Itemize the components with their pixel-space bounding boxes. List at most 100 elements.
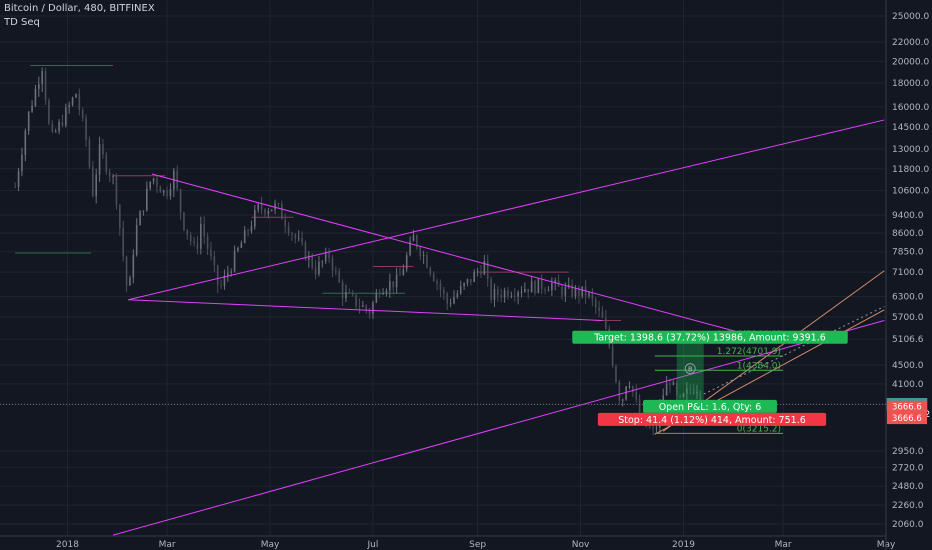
candle-body [112, 176, 114, 178]
candle-body [581, 286, 584, 296]
candle-body [304, 242, 307, 260]
chart-title: Bitcoin / Dollar, 480, BITFINEX [4, 3, 155, 14]
candle-body [534, 281, 536, 294]
candle-body [281, 203, 283, 220]
candle-body [294, 234, 297, 239]
x-tick-label: 2019 [672, 540, 695, 550]
candle-body [152, 178, 155, 182]
y-tick-label: 4500.0 [892, 361, 924, 371]
candle-body [115, 176, 118, 205]
trendline-down [151, 173, 752, 337]
candle-body [129, 277, 131, 286]
candle-body [301, 237, 303, 243]
candle-body [51, 123, 54, 132]
candle-body [682, 393, 685, 397]
candle-body [385, 290, 388, 294]
candle-body [132, 254, 135, 278]
candle-body [58, 121, 60, 132]
candle-body [142, 210, 145, 212]
candle-body [382, 293, 384, 295]
candle-body [223, 275, 226, 286]
candle-body [102, 144, 104, 155]
candle-body [551, 283, 553, 291]
x-tick-label: Nov [572, 540, 590, 550]
candle-body [220, 284, 222, 286]
candle-body [412, 235, 415, 242]
candle-body [162, 190, 165, 193]
candle-body [274, 203, 276, 210]
candle-body [632, 386, 634, 392]
candle-body [497, 289, 499, 296]
candle-body [648, 426, 651, 428]
y-tick-label: 2060.0 [892, 520, 924, 530]
y-tick-label: 25000.0 [892, 12, 929, 22]
candle-body [368, 309, 371, 315]
candle-body [669, 383, 671, 385]
candle-body [105, 154, 108, 172]
candle-body [483, 260, 486, 275]
x-tick-label: Mar [159, 540, 176, 550]
candle-body [618, 382, 621, 401]
candle-body [68, 104, 70, 108]
candle-body [341, 282, 344, 299]
candle-body [61, 121, 64, 126]
fib-label: 0(3215.2) [737, 424, 781, 434]
y-tick-label: 9400.0 [892, 211, 924, 221]
candle-body [250, 226, 253, 232]
candle-body [621, 399, 624, 401]
target-label-bg [572, 330, 848, 344]
candle-body [635, 391, 638, 400]
candle-body [335, 270, 337, 272]
candle-body [243, 230, 246, 244]
candle-body [578, 287, 580, 296]
candle-body [345, 291, 347, 299]
candle-body [230, 271, 233, 273]
candle-body [324, 252, 327, 262]
candle-body [311, 255, 314, 268]
y-tick-label: 7100.0 [892, 268, 924, 278]
candle-body [419, 247, 422, 256]
candle-body [78, 93, 81, 111]
candle-body [611, 345, 614, 366]
candle-body [85, 117, 87, 140]
candle-body [638, 399, 641, 417]
candle-body [254, 209, 256, 227]
candle-body [513, 295, 516, 297]
candle-body [338, 271, 341, 283]
candle-body [287, 226, 290, 234]
candle-body [149, 181, 151, 189]
candle-body [260, 204, 263, 210]
price-badge-bg [887, 412, 927, 425]
candle-body [395, 274, 398, 288]
candle-body [686, 388, 688, 394]
candle-body [227, 272, 229, 276]
target-zone [676, 339, 704, 405]
candle-body [98, 144, 101, 175]
candle-body [493, 289, 496, 300]
candle-body [503, 290, 506, 298]
candle-body [554, 280, 557, 284]
fib-label: 1(4384.0) [737, 361, 781, 371]
candle-body [463, 283, 465, 287]
candle-body [432, 273, 435, 282]
candle-body [24, 130, 27, 155]
candle-body [449, 303, 452, 305]
candle-body [665, 383, 668, 396]
candle-body [81, 110, 84, 118]
candle-body [426, 254, 428, 268]
candle-body [524, 289, 526, 292]
price-badge: 3666.6 [892, 414, 922, 424]
marker-circle [684, 363, 696, 375]
y-tick-label: 8600.0 [892, 229, 924, 239]
candle-body [257, 204, 260, 210]
trendline-fan-up [128, 119, 885, 301]
candle-body [193, 241, 195, 244]
y-tick-label: 2260.0 [892, 501, 924, 511]
candle-body [672, 382, 675, 385]
candle-body [696, 391, 698, 394]
candle-body [675, 382, 678, 396]
candle-body [453, 297, 455, 304]
candle-body [574, 287, 577, 297]
candle-body [196, 243, 199, 249]
